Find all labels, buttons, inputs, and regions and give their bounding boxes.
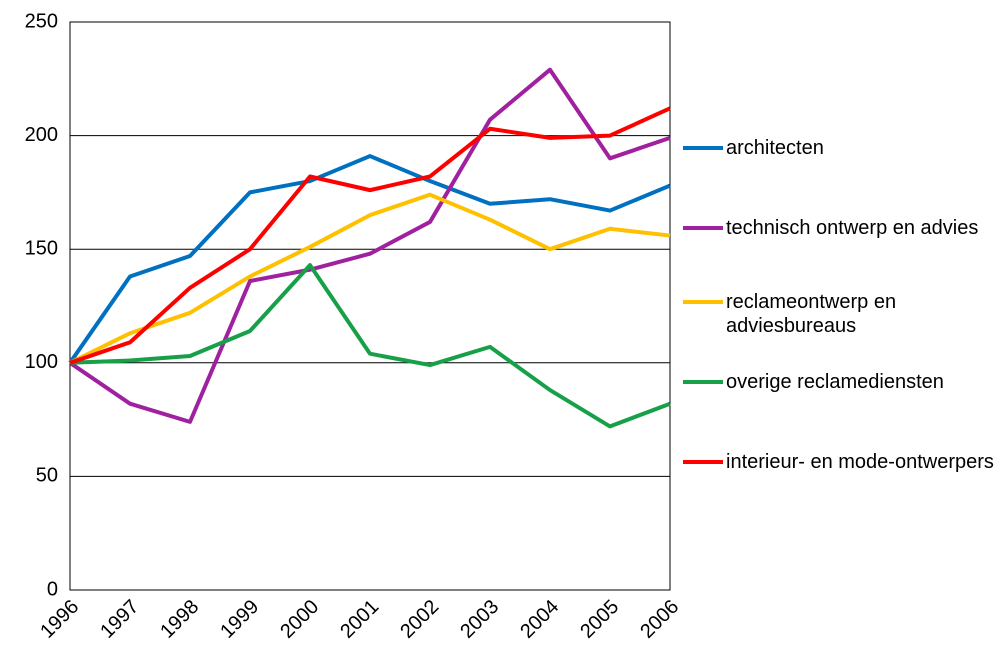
x-tick-label: 2006	[636, 596, 683, 643]
x-tick-label: 1997	[96, 596, 143, 643]
x-tick-label: 2005	[576, 596, 623, 643]
x-tick-label: 2001	[336, 596, 383, 643]
legend-label: architecten	[726, 137, 824, 159]
plot-frame	[69, 21, 671, 591]
y-tick-label: 200	[25, 124, 58, 146]
series-line	[68, 154, 671, 364]
series-line	[69, 106, 671, 365]
series-line	[68, 67, 671, 424]
legend-label: technisch ontwerp en advies	[726, 217, 979, 239]
x-tick-label: 1999	[216, 596, 263, 643]
x-tick-label: 2004	[516, 596, 563, 643]
legend-label: overige reclamediensten	[726, 371, 944, 393]
y-tick-label: 250	[25, 10, 58, 32]
legend-label: interieur- en mode-ontwerpers	[726, 451, 994, 473]
y-tick-label: 50	[36, 465, 58, 487]
x-tick-label: 1998	[156, 596, 203, 643]
x-tick-label: 2002	[396, 596, 443, 643]
y-tick-label: 150	[25, 237, 58, 259]
x-tick-label: 2003	[456, 596, 503, 643]
series-line	[69, 192, 671, 365]
y-tick-label: 100	[25, 351, 58, 373]
series-line	[69, 263, 671, 429]
y-tick-label: 0	[47, 578, 58, 600]
x-tick-label: 1996	[36, 596, 83, 643]
x-tick-label: 2000	[276, 596, 323, 643]
legend-label: reclameontwerp en adviesbureaus	[726, 291, 897, 337]
